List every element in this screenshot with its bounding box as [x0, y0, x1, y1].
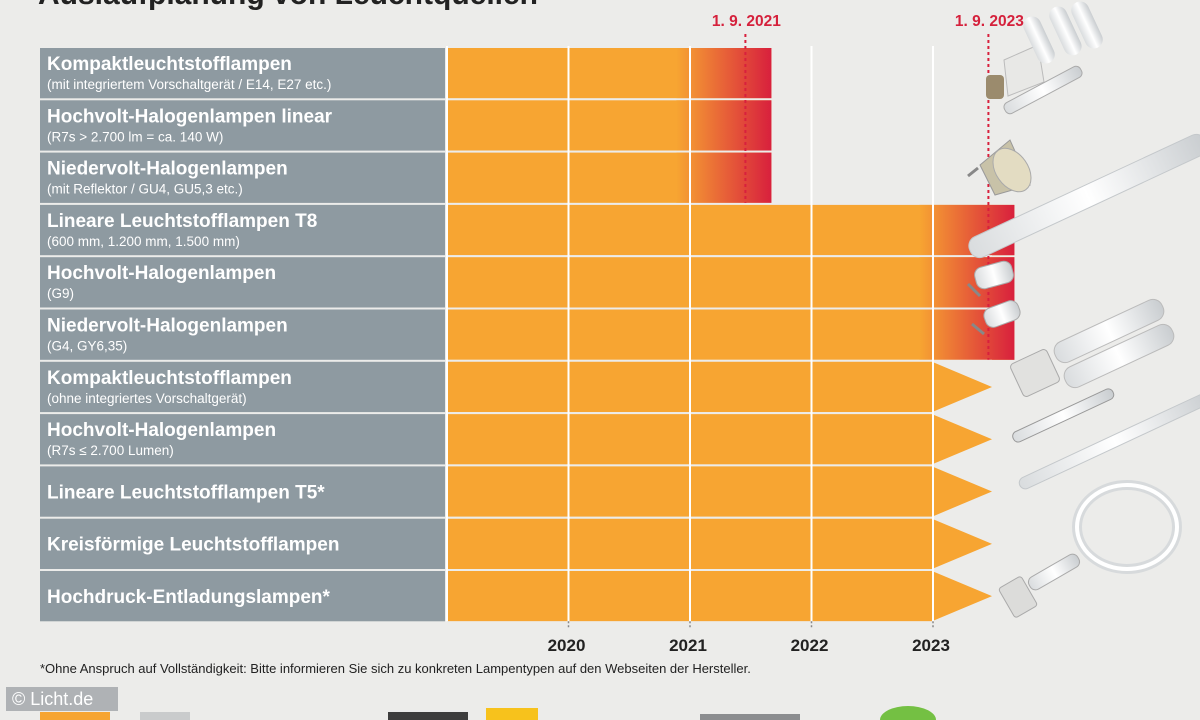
row-title: Lineare Leuchtstofflampen T5* — [47, 482, 325, 503]
row-separator — [447, 255, 992, 258]
row-11: Hochdruck-Entladungslampen* — [40, 571, 992, 624]
row-bar-phaseout — [676, 152, 772, 203]
row-2: Hochvolt-Halogenlampen linear (R7s > 2.70… — [40, 100, 992, 153]
zvei-logo-fragment — [388, 712, 468, 720]
row-subtitle: (G9) — [47, 286, 74, 301]
de-logo-fragment — [140, 712, 190, 720]
bottom-strip — [0, 684, 1200, 720]
row-title: Hochvolt-Halogenlampen — [47, 263, 276, 284]
row-8: Hochvolt-Halogenlampen (R7s ≤ 2.700 Lumen… — [40, 414, 992, 467]
row-title: Niedervolt-Halogenlampen — [47, 159, 288, 180]
x-tick-label-2020: 2020 — [548, 636, 586, 655]
row-4: Lineare Leuchtstofflampen T8 (600 mm, 1.2… — [40, 204, 1015, 258]
row-5: Hochvolt-Halogenlampen (G9) — [40, 257, 1015, 310]
row-subtitle: (R7s ≤ 2.700 Lumen) — [47, 443, 174, 458]
row-separator — [447, 464, 992, 467]
x-tick-label-2022: 2022 — [791, 636, 829, 655]
t5-tube-icon — [1018, 392, 1200, 490]
image-credit: © Licht.de — [12, 689, 93, 709]
g9-halogen-icon — [966, 260, 1014, 298]
row-bar-ongoing — [447, 571, 992, 622]
row-title: Hochdruck-Entladungslampen* — [47, 587, 331, 608]
licht-logo-fragment — [40, 712, 110, 720]
row-bar-ongoing — [447, 414, 992, 465]
row-subtitle: (mit Reflektor / GU4, GU5,3 etc.) — [47, 182, 243, 197]
r7s-halogen-icon — [1012, 388, 1115, 443]
row-label-background — [40, 204, 445, 256]
row-label-background — [40, 257, 445, 308]
row-label-background — [40, 414, 445, 465]
deadline-label-1: 1. 9. 2021 — [712, 13, 781, 30]
row-title: Lineare Leuchtstofflampen T8 — [47, 211, 317, 232]
row-bar-phaseout — [676, 48, 772, 99]
linear-halogen-icon — [1003, 65, 1083, 115]
row-6: Niedervolt-Halogenlampen (G4, GY6,35) — [40, 309, 1015, 362]
row-separator — [447, 412, 992, 415]
row-title: Hochvolt-Halogenlampen — [47, 420, 276, 441]
row-10: Kreisförmige Leuchtstofflampen — [40, 518, 992, 571]
row-title: Kreisförmige Leuchtstofflampen — [47, 535, 339, 556]
row-1: Kompaktleuchtstofflampen (mit integrierte… — [40, 48, 992, 101]
row-separator — [447, 98, 992, 101]
row-title: Niedervolt-Halogenlampen — [47, 316, 288, 337]
x-tick-label-2023: 2023 — [912, 636, 950, 655]
row-bar-phaseout — [676, 100, 772, 151]
chart-title: Auslaufplanung von Leuchtquellen — [38, 0, 538, 11]
row-separator — [447, 621, 992, 624]
row-separator — [447, 202, 992, 205]
row-bar-ongoing — [447, 518, 992, 569]
row-subtitle: (R7s > 2.700 lm = ca. 140 W) — [47, 129, 223, 144]
row-separator — [447, 516, 992, 519]
row-subtitle: (ohne integriertes Vorschaltgerät) — [47, 391, 247, 406]
row-subtitle: (G4, GY6,35) — [47, 339, 127, 354]
row-separator — [447, 150, 992, 153]
row-label-background — [40, 361, 445, 413]
x-axis: 2020 2021 2022 2023 — [548, 621, 950, 655]
row-subtitle: (mit integriertem Vorschaltgerät / E14, … — [47, 77, 331, 92]
deadline-label-2: 1. 9. 2023 — [955, 13, 1024, 30]
row-7: Kompaktleuchtstofflampen (ohne integriert… — [40, 361, 992, 415]
g4-halogen-icon — [971, 300, 1021, 336]
row-label-background — [40, 152, 445, 203]
row-separator — [447, 307, 992, 310]
compact-fluorescent-bulb-icon — [986, 1, 1103, 99]
row-separator — [447, 359, 992, 362]
row-label-background — [40, 466, 445, 517]
row-bar-ongoing — [447, 466, 992, 517]
credit-background — [6, 687, 118, 711]
row-9: Lineare Leuchtstofflampen T5* — [40, 466, 992, 519]
t8-tube-icon — [968, 133, 1200, 259]
grid-layer — [446, 46, 934, 622]
lamp-illustrations — [966, 1, 1200, 618]
row-3: Niedervolt-Halogenlampen (mit Reflektor /… — [40, 152, 992, 205]
x-tick-label-2021: 2021 — [669, 636, 707, 655]
row-label-background — [40, 100, 445, 151]
row-title: Kompaktleuchtstofflampen — [47, 54, 292, 75]
hid-lamp-icon — [998, 553, 1081, 618]
footnote: *Ohne Anspruch auf Vollständigkeit: Bitt… — [40, 661, 751, 676]
row-label-background — [40, 48, 445, 99]
row-label-background — [40, 518, 445, 569]
row-bar-ongoing — [447, 361, 992, 413]
row-label-background — [40, 571, 445, 622]
row-title: Kompaktleuchtstofflampen — [47, 368, 292, 389]
compact-fluorescent-plugin-icon — [1010, 298, 1175, 397]
partner-logo-fragment — [700, 714, 800, 720]
zvei-mark-fragment — [486, 708, 538, 720]
row-separator — [447, 569, 992, 571]
rows-layer: Kompaktleuchtstofflampen (mit integrierte… — [40, 48, 1015, 624]
green-logo-fragment — [880, 706, 936, 720]
reflector-halogen-icon — [967, 139, 1032, 196]
row-label-background — [40, 309, 445, 360]
row-title: Hochvolt-Halogenlampen linear — [47, 106, 333, 127]
circular-fluorescent-icon — [1072, 480, 1182, 574]
row-subtitle: (600 mm, 1.200 mm, 1.500 mm) — [47, 234, 240, 249]
